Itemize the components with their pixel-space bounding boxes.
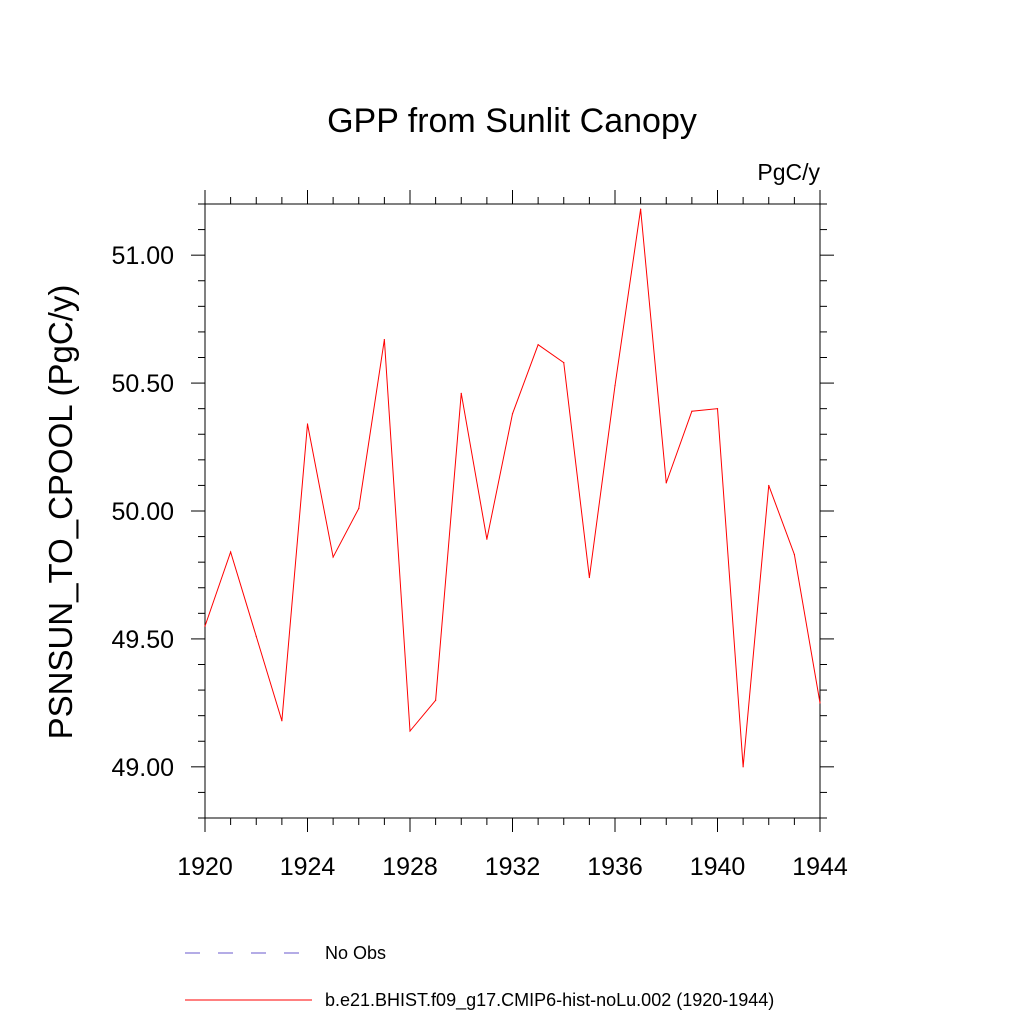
data-point (409, 730, 411, 732)
data-point (383, 338, 385, 341)
x-tick-label: 1920 (177, 853, 233, 881)
data-point (511, 413, 514, 415)
data-point (281, 720, 283, 722)
data-point (435, 699, 437, 701)
data-point (768, 484, 770, 487)
series-line (204, 209, 821, 767)
legend: No Obs b.e21.BHIST.f09_g17.CMIP6-hist-no… (185, 943, 774, 1011)
y-tick-label: 50.50 (111, 370, 174, 398)
x-tick-label: 1924 (280, 853, 336, 881)
data-point (255, 635, 257, 637)
data-point (486, 538, 488, 540)
y-tick-labels: 49.00 49.50 50.00 50.50 51.00 (111, 242, 174, 782)
data-point (306, 423, 309, 425)
axis-ticks (191, 190, 834, 832)
y-tick-label: 51.00 (111, 242, 174, 270)
y-tick-label: 49.00 (111, 754, 174, 782)
data-point (230, 551, 232, 553)
data-point (332, 556, 334, 558)
data-point (614, 385, 616, 387)
units-label: PgC/y (757, 159, 820, 185)
x-tick-label: 1940 (690, 853, 746, 881)
data-point (691, 410, 693, 412)
series-group (204, 208, 821, 768)
data-point (588, 576, 590, 579)
data-point (460, 392, 462, 394)
x-tick-label: 1944 (792, 853, 848, 881)
data-point (563, 362, 565, 364)
data-point (537, 344, 539, 346)
x-tick-label: 1928 (382, 853, 438, 881)
data-point (204, 625, 206, 627)
data-point (819, 702, 821, 704)
data-point (716, 408, 719, 410)
data-point (793, 553, 795, 556)
y-axis-label: PSNSUN_TO_CPOOL (PgC/y) (42, 285, 79, 740)
data-point (358, 507, 360, 510)
data-point (665, 482, 667, 484)
data-point (742, 766, 744, 768)
y-tick-label: 50.00 (111, 498, 174, 526)
x-tick-label: 1936 (587, 853, 643, 881)
chart-title: GPP from Sunlit Canopy (327, 102, 697, 140)
x-tick-labels: 1920 1924 1928 1932 1936 1940 1944 (177, 853, 848, 881)
x-tick-label: 1932 (485, 853, 541, 881)
y-tick-label: 49.50 (111, 626, 174, 654)
legend-label-model-run: b.e21.BHIST.f09_g17.CMIP6-hist-noLu.002 … (325, 990, 774, 1011)
legend-label-no-obs: No Obs (325, 943, 386, 963)
data-point (640, 208, 642, 210)
plot-frame (204, 203, 821, 819)
